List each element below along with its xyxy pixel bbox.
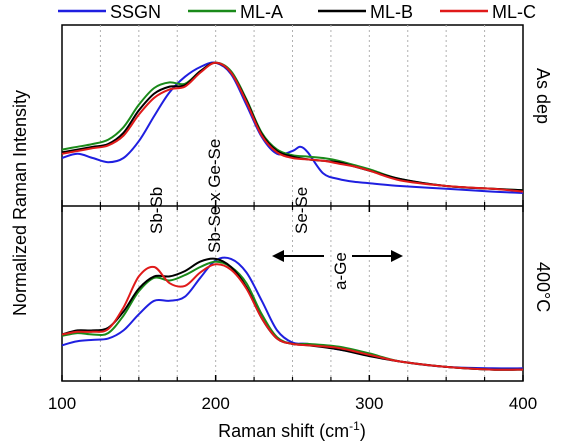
panel-label-400c: 400°C — [533, 262, 553, 312]
legend-label: SSGN — [110, 2, 161, 22]
legend-label: ML-C — [492, 2, 536, 22]
x-axis-title: Raman shift (cm-1) — [218, 419, 366, 441]
annotation-age: a-Ge — [331, 252, 350, 290]
x-tick-label: 300 — [355, 394, 383, 413]
series-line-ml-c — [61, 61, 524, 193]
series-line-ml-c — [61, 263, 524, 371]
x-tick-label: 200 — [201, 394, 229, 413]
series-line-ssgn — [61, 61, 524, 194]
y-axis-title: Normalized Raman Intensity — [10, 90, 30, 316]
legend: SSGN ML-A ML-B ML-C — [58, 2, 536, 22]
annotation-sbsb: Sb-Sb — [147, 187, 166, 234]
age-range-arrows — [272, 250, 403, 262]
ticks: 100 200 300 400 — [48, 200, 537, 413]
curves — [61, 61, 524, 371]
legend-label: ML-A — [240, 2, 283, 22]
x-tick-label: 400 — [509, 394, 537, 413]
grid — [99, 25, 486, 381]
legend-label: ML-B — [370, 2, 413, 22]
annotation-sese: Se-Se — [292, 187, 311, 234]
x-axis-title-sup: -1 — [349, 419, 360, 433]
panel-label-asdep: As dep — [533, 68, 553, 124]
x-tick-label: 100 — [48, 394, 76, 413]
annotation-sbse: Sb-Se x Ge-Se — [205, 139, 224, 253]
